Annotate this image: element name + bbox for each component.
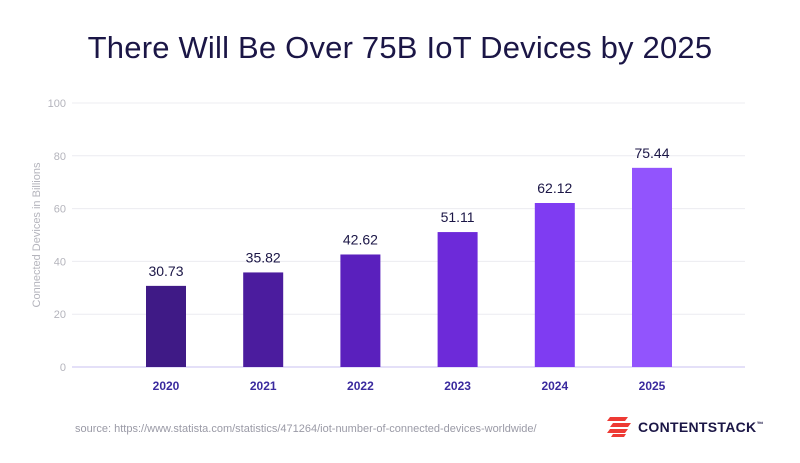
- bar-2025: [632, 167, 672, 367]
- data-label: 51.11: [441, 209, 475, 225]
- contentstack-logo: CONTENTSTACK™: [606, 412, 764, 442]
- y-tick-label: 80: [54, 151, 66, 163]
- data-label: 35.82: [246, 249, 281, 265]
- data-label: 30.73: [148, 263, 183, 279]
- source-note: source: https://www.statista.com/statist…: [75, 423, 537, 435]
- y-tick-label: 100: [48, 98, 66, 110]
- y-axis-title: Connected Devices in Billions: [31, 162, 43, 307]
- x-tick-label: 2021: [250, 379, 277, 393]
- y-tick-label: 40: [54, 256, 66, 268]
- x-tick-label: 2022: [347, 379, 374, 393]
- data-label: 42.62: [343, 231, 378, 247]
- contentstack-logo-icon: [607, 417, 631, 437]
- x-tick-label: 2023: [444, 379, 471, 393]
- y-tick-label: 0: [60, 362, 66, 374]
- bar-2020: [146, 285, 186, 367]
- x-tick-label: 2020: [153, 379, 180, 393]
- x-tick-label: 2025: [639, 379, 666, 393]
- y-tick-label: 60: [54, 204, 66, 216]
- x-tick-label: 2024: [541, 379, 568, 393]
- data-label: 75.44: [634, 145, 669, 161]
- brand-name: CONTENTSTACK™: [638, 419, 764, 435]
- bar-2022: [340, 254, 381, 367]
- data-label: 62.12: [537, 180, 572, 196]
- y-tick-label: 20: [54, 309, 66, 321]
- bar-2024: [534, 203, 575, 367]
- bar-2021: [243, 272, 284, 367]
- chart-title: There Will Be Over 75B IoT Devices by 20…: [87, 30, 713, 65]
- bar-2023: [437, 232, 478, 367]
